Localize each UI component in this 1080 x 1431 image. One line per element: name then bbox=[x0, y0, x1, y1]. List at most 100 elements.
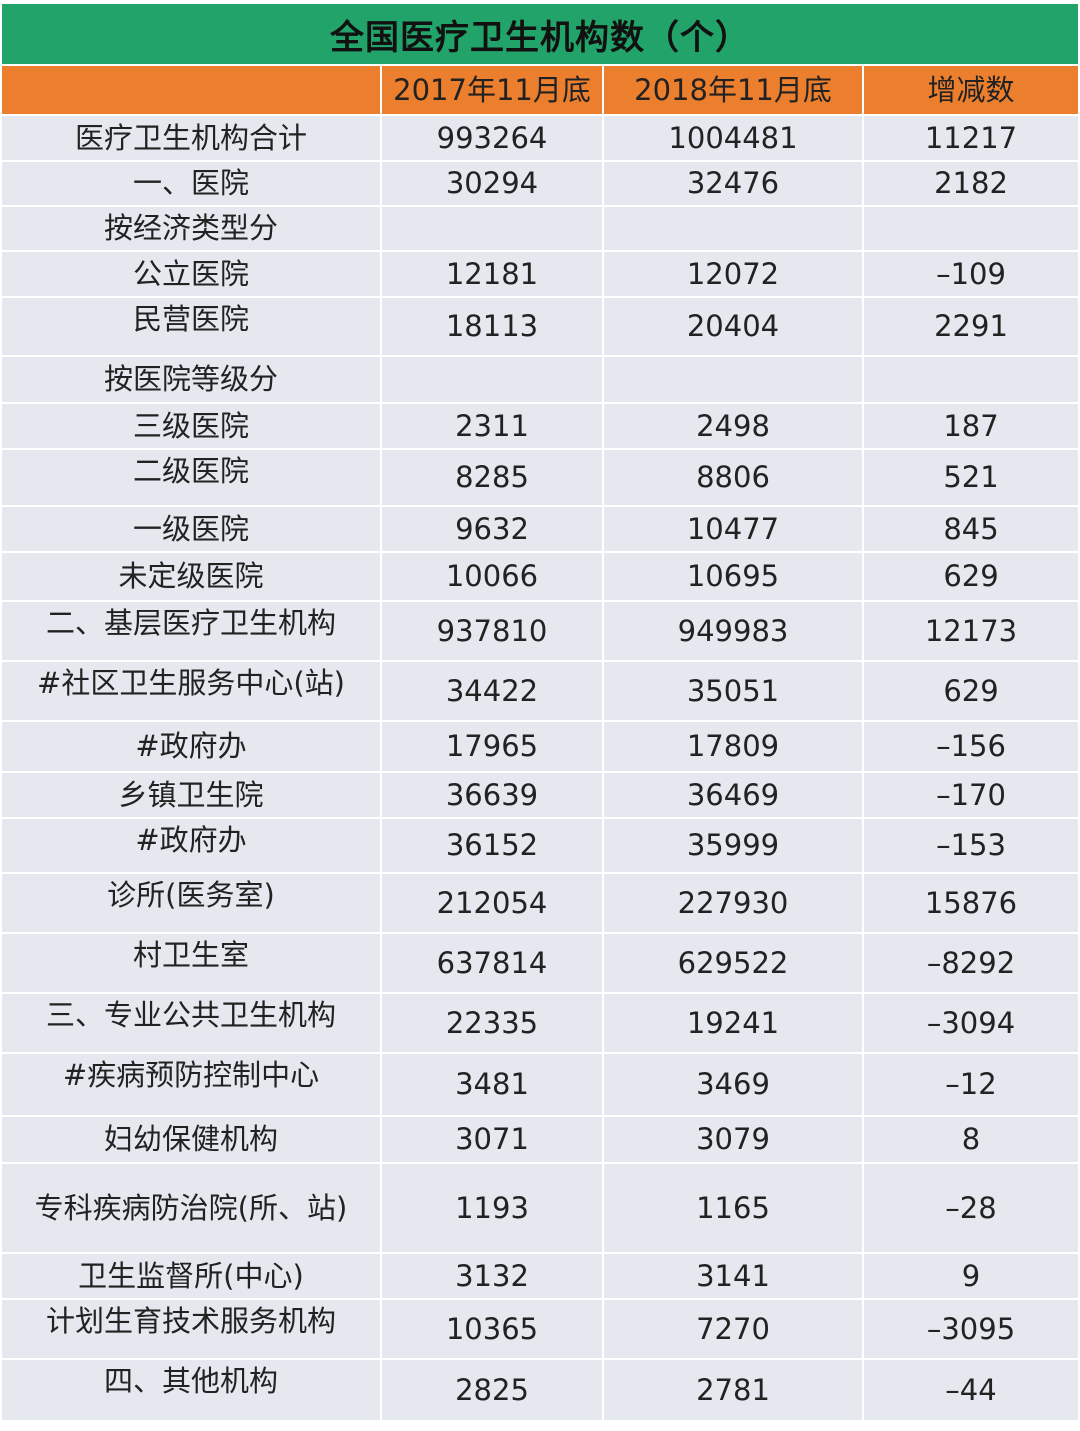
value-2018: 19241 bbox=[604, 994, 862, 1052]
row-label: 一级医院 bbox=[2, 507, 380, 551]
table-row: #政府办 17965 17809 –156 bbox=[2, 722, 1078, 771]
value-2017: 36639 bbox=[382, 773, 602, 817]
table-row: 未定级医院 10066 10695 629 bbox=[2, 553, 1078, 600]
value-2018: 35999 bbox=[604, 819, 862, 872]
row-label: 三级医院 bbox=[2, 404, 380, 448]
value-change: –3095 bbox=[864, 1300, 1078, 1358]
value-change: –153 bbox=[864, 819, 1078, 872]
row-label: 妇幼保健机构 bbox=[2, 1117, 380, 1162]
row-label: 按医院等级分 bbox=[2, 357, 380, 402]
value-2018: 2781 bbox=[604, 1360, 862, 1420]
value-2017: 3132 bbox=[382, 1254, 602, 1298]
table-row: 村卫生室 637814 629522 –8292 bbox=[2, 934, 1078, 992]
table-row: 四、其他机构 2825 2781 –44 bbox=[2, 1360, 1078, 1420]
value-change: –8292 bbox=[864, 934, 1078, 992]
value-2017: 3481 bbox=[382, 1054, 602, 1115]
table-row: 一级医院 9632 10477 845 bbox=[2, 507, 1078, 551]
table-row: 诊所(医务室) 212054 227930 15876 bbox=[2, 874, 1078, 932]
value-2018: 3079 bbox=[604, 1117, 862, 1162]
value-change: 11217 bbox=[864, 116, 1078, 160]
value-2017 bbox=[382, 207, 602, 250]
value-2018 bbox=[604, 207, 862, 250]
value-change bbox=[864, 357, 1078, 402]
value-change bbox=[864, 207, 1078, 250]
value-2018: 32476 bbox=[604, 162, 862, 205]
table-row: 民营医院 18113 20404 2291 bbox=[2, 298, 1078, 355]
value-change: 629 bbox=[864, 553, 1078, 600]
value-change: –28 bbox=[864, 1164, 1078, 1252]
value-2018 bbox=[604, 357, 862, 402]
value-change: 521 bbox=[864, 450, 1078, 505]
value-change: 629 bbox=[864, 662, 1078, 720]
table-row: 一、医院 30294 32476 2182 bbox=[2, 162, 1078, 205]
row-label: 一、医院 bbox=[2, 162, 380, 205]
value-2017: 2825 bbox=[382, 1360, 602, 1420]
table-row: #疾病预防控制中心 3481 3469 –12 bbox=[2, 1054, 1078, 1115]
value-2017: 12181 bbox=[382, 252, 602, 296]
value-2017: 17965 bbox=[382, 722, 602, 771]
table-row: 公立医院 12181 12072 –109 bbox=[2, 252, 1078, 296]
table-row: 二级医院 8285 8806 521 bbox=[2, 450, 1078, 505]
header-cell-label bbox=[2, 66, 380, 114]
value-change: 845 bbox=[864, 507, 1078, 551]
value-change: 8 bbox=[864, 1117, 1078, 1162]
value-2017: 18113 bbox=[382, 298, 602, 355]
value-change: 15876 bbox=[864, 874, 1078, 932]
row-label: 乡镇卫生院 bbox=[2, 773, 380, 817]
row-label: 计划生育技术服务机构 bbox=[2, 1300, 380, 1358]
table-row: 计划生育技术服务机构 10365 7270 –3095 bbox=[2, 1300, 1078, 1358]
value-2017: 22335 bbox=[382, 994, 602, 1052]
row-label: 卫生监督所(中心) bbox=[2, 1254, 380, 1298]
value-2017: 10066 bbox=[382, 553, 602, 600]
value-2018: 227930 bbox=[604, 874, 862, 932]
row-label: 公立医院 bbox=[2, 252, 380, 296]
row-label: 诊所(医务室) bbox=[2, 874, 380, 932]
table-row: 按经济类型分 bbox=[2, 207, 1078, 250]
value-change: 2182 bbox=[864, 162, 1078, 205]
header-cell-2017: 2017年11月底 bbox=[382, 66, 602, 114]
value-2017 bbox=[382, 357, 602, 402]
data-table: 全国医疗卫生机构数（个） 2017年11月底 2018年11月底 增减数 医疗卫… bbox=[2, 4, 1078, 1420]
row-label: 民营医院 bbox=[2, 298, 380, 355]
value-2018: 12072 bbox=[604, 252, 862, 296]
value-2018: 10695 bbox=[604, 553, 862, 600]
value-2017: 3071 bbox=[382, 1117, 602, 1162]
table-row: 三、专业公共卫生机构 22335 19241 –3094 bbox=[2, 994, 1078, 1052]
value-2017: 30294 bbox=[382, 162, 602, 205]
table-row: 专科疾病防治院(所、站) 1193 1165 –28 bbox=[2, 1164, 1078, 1252]
value-2017: 937810 bbox=[382, 602, 602, 660]
value-2018: 8806 bbox=[604, 450, 862, 505]
header-row: 2017年11月底 2018年11月底 增减数 bbox=[2, 66, 1078, 114]
row-label: 二级医院 bbox=[2, 450, 380, 505]
row-label: 村卫生室 bbox=[2, 934, 380, 992]
table-row: 医疗卫生机构合计 993264 1004481 11217 bbox=[2, 116, 1078, 160]
value-2018: 7270 bbox=[604, 1300, 862, 1358]
row-label: #社区卫生服务中心(站) bbox=[2, 662, 380, 720]
value-change: 9 bbox=[864, 1254, 1078, 1298]
row-label: 专科疾病防治院(所、站) bbox=[2, 1164, 380, 1252]
value-2018: 949983 bbox=[604, 602, 862, 660]
value-2018: 629522 bbox=[604, 934, 862, 992]
table-row: 乡镇卫生院 36639 36469 –170 bbox=[2, 773, 1078, 817]
table-row: 卫生监督所(中心) 3132 3141 9 bbox=[2, 1254, 1078, 1298]
value-2018: 35051 bbox=[604, 662, 862, 720]
value-change: 12173 bbox=[864, 602, 1078, 660]
value-2018: 2498 bbox=[604, 404, 862, 448]
value-2018: 1004481 bbox=[604, 116, 862, 160]
table-row: #政府办 36152 35999 –153 bbox=[2, 819, 1078, 872]
row-label: 未定级医院 bbox=[2, 553, 380, 600]
value-2018: 3141 bbox=[604, 1254, 862, 1298]
value-2018: 10477 bbox=[604, 507, 862, 551]
table-row: 按医院等级分 bbox=[2, 357, 1078, 402]
value-2017: 8285 bbox=[382, 450, 602, 505]
value-2017: 9632 bbox=[382, 507, 602, 551]
value-2017: 637814 bbox=[382, 934, 602, 992]
table-body: 医疗卫生机构合计 993264 1004481 11217 一、医院 30294 32476… bbox=[2, 116, 1078, 1420]
value-change: –12 bbox=[864, 1054, 1078, 1115]
value-2018: 1165 bbox=[604, 1164, 862, 1252]
table-row: 三级医院 2311 2498 187 bbox=[2, 404, 1078, 448]
value-2017: 1193 bbox=[382, 1164, 602, 1252]
row-label: #政府办 bbox=[2, 722, 380, 771]
table-row: #社区卫生服务中心(站) 34422 35051 629 bbox=[2, 662, 1078, 720]
value-2017: 993264 bbox=[382, 116, 602, 160]
